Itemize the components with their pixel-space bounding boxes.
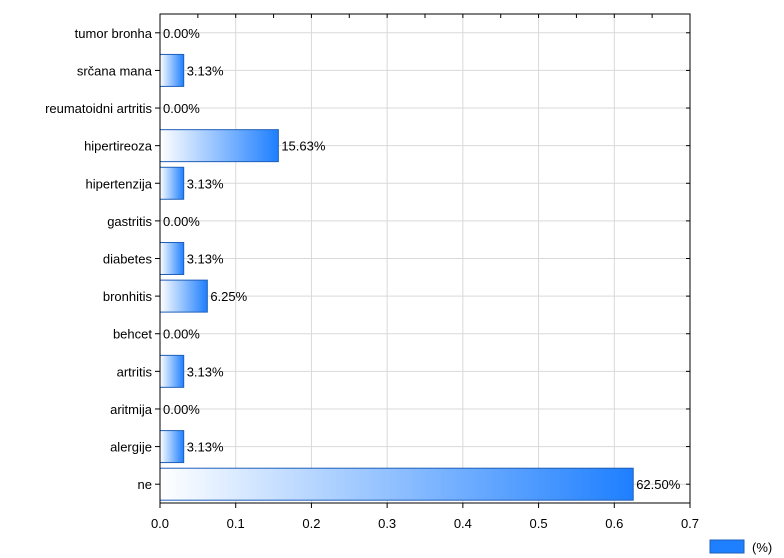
category-label: gastritis	[107, 214, 152, 229]
grid-lines	[160, 14, 690, 503]
axis-ticks	[155, 14, 691, 508]
data-label: 3.13%	[187, 176, 224, 191]
category-label: alergije	[110, 440, 152, 455]
data-label: 0.00%	[163, 327, 200, 342]
data-label: 0.00%	[163, 26, 200, 41]
data-label: 3.13%	[187, 63, 224, 78]
bar	[159, 430, 185, 464]
x-tick-label: 0.1	[227, 516, 245, 531]
labels: 0.0 0.1 0.2 0.3 0.4 0.5 0.6 0.7 tumor bronha 0.00…	[45, 26, 699, 531]
bars	[159, 53, 634, 501]
bar	[159, 242, 185, 275]
category-label: reumatoidni artritis	[45, 101, 152, 116]
x-tick-label: 0.5	[530, 516, 548, 531]
x-tick-label: 0.2	[302, 516, 320, 531]
category-label: srčana mana	[77, 63, 153, 78]
data-label: 15.63%	[281, 139, 326, 154]
bar	[159, 467, 634, 501]
legend: (%)	[709, 539, 772, 555]
data-label: 3.13%	[187, 364, 224, 379]
category-label: behcet	[113, 327, 152, 342]
data-label: 62.50%	[636, 477, 681, 492]
data-label: 0.00%	[163, 101, 200, 116]
x-tick-label: 0.7	[681, 516, 699, 531]
legend-swatch	[709, 539, 745, 554]
data-label: 3.13%	[187, 252, 224, 267]
data-label: 0.00%	[163, 214, 200, 229]
data-label: 6.25%	[210, 289, 247, 304]
bar	[159, 354, 185, 388]
bar	[159, 166, 185, 200]
x-tick-label: 0.0	[151, 516, 169, 531]
x-tick-label: 0.4	[454, 516, 472, 531]
legend-label: (%)	[752, 540, 772, 555]
data-label: 0.00%	[163, 402, 200, 417]
category-label: hipertenzija	[86, 176, 153, 191]
category-label: diabetes	[103, 252, 153, 267]
category-label: tumor bronha	[75, 26, 153, 41]
category-label: hipertireoza	[84, 139, 153, 154]
data-label: 3.13%	[187, 440, 224, 455]
bar	[159, 279, 208, 313]
category-label: bronhitis	[103, 289, 153, 304]
category-label: ne	[138, 477, 152, 492]
category-label: artritis	[117, 364, 153, 379]
x-tick-label: 0.3	[378, 516, 396, 531]
bar	[159, 129, 279, 163]
bar	[159, 53, 185, 87]
x-tick-label: 0.6	[605, 516, 623, 531]
category-label: aritmija	[110, 402, 153, 417]
